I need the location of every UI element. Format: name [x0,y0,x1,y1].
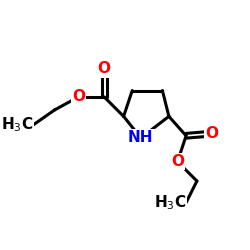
Text: O: O [206,126,218,141]
Text: O: O [98,62,111,76]
Text: H$_3$C: H$_3$C [1,116,33,134]
Text: O: O [171,154,184,169]
Text: NH: NH [128,130,154,146]
Text: H$_3$C: H$_3$C [154,193,186,212]
Text: O: O [72,90,85,104]
